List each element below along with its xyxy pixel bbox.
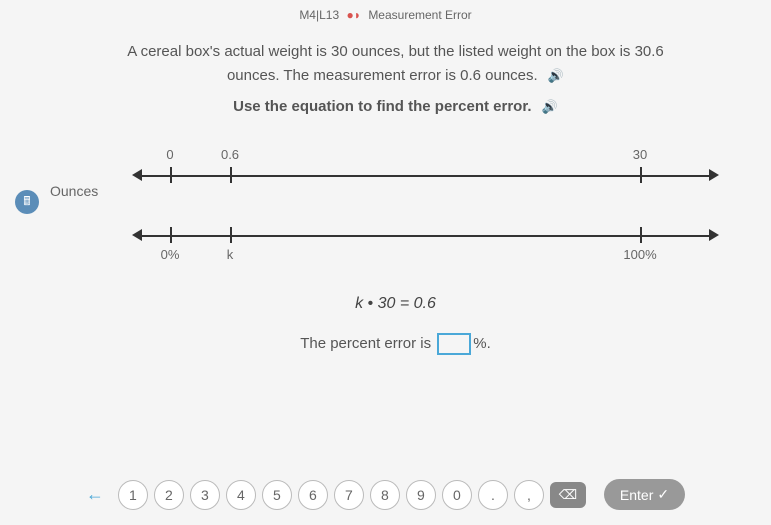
answer-suffix: %. [473, 335, 491, 352]
key-1[interactable]: 1 [118, 480, 148, 510]
lesson-code: M4|L13 [299, 8, 339, 22]
lesson-title: Measurement Error [368, 8, 471, 22]
number-line-top: 0 0.6 30 [80, 145, 711, 205]
key-4[interactable]: 4 [226, 480, 256, 510]
delete-button[interactable]: ⌫ [550, 482, 586, 508]
problem-line1: A cereal box's actual weight is 30 ounce… [127, 43, 664, 60]
check-icon: ✓ [657, 486, 669, 503]
tick [170, 227, 172, 243]
key-0[interactable]: 0 [442, 480, 472, 510]
key-8[interactable]: 8 [370, 480, 400, 510]
lesson-icon: ●◗ [346, 8, 361, 22]
tick-label: 100% [623, 247, 656, 262]
problem-line2: ounces. The measurement error is 0.6 oun… [227, 67, 538, 84]
tick [170, 167, 172, 183]
tick-label: 30 [633, 147, 647, 162]
number-line-bottom: 0% k 100% [80, 205, 711, 265]
key-9[interactable]: 9 [406, 480, 436, 510]
tick-label: 0 [166, 147, 173, 162]
arrow-right-icon [709, 169, 719, 181]
back-button[interactable]: ← [86, 484, 104, 505]
key-dot[interactable]: . [478, 480, 508, 510]
audio-icon[interactable]: 🔊 [542, 99, 558, 115]
answer-prefix: The percent error is [300, 335, 431, 352]
tick-label: k [227, 247, 234, 262]
tick [230, 167, 232, 183]
tick-label: 0.6 [221, 147, 239, 162]
key-5[interactable]: 5 [262, 480, 292, 510]
key-7[interactable]: 7 [334, 480, 364, 510]
enter-button[interactable]: Enter ✓ [604, 479, 685, 510]
enter-label: Enter [620, 487, 653, 503]
tick [640, 167, 642, 183]
key-2[interactable]: 2 [154, 480, 184, 510]
tick-label: 0% [161, 247, 180, 262]
answer-input[interactable] [437, 333, 471, 355]
calculator-icon[interactable]: 🖩 [15, 190, 39, 214]
key-3[interactable]: 3 [190, 480, 220, 510]
instruction-text: Use the equation to find the percent err… [233, 98, 531, 115]
audio-icon[interactable]: 🔊 [548, 66, 564, 87]
equation-text: k • 30 = 0.6 [60, 295, 731, 313]
key-comma[interactable]: , [514, 480, 544, 510]
tick [640, 227, 642, 243]
arrow-right-icon [709, 229, 719, 241]
key-6[interactable]: 6 [298, 480, 328, 510]
tick [230, 227, 232, 243]
